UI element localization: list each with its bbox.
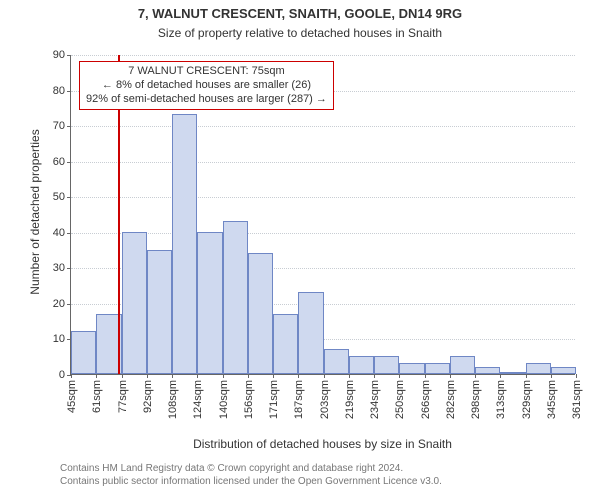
y-tick-label: 40	[53, 227, 71, 239]
x-tick-mark	[273, 374, 274, 378]
x-tick-label: 266sqm	[418, 380, 432, 419]
histogram-bar	[399, 363, 424, 374]
histogram-bar	[374, 356, 399, 374]
footnote-line-1: Contains HM Land Registry data © Crown c…	[60, 463, 590, 476]
grid-line	[71, 55, 575, 56]
x-tick-mark	[172, 374, 173, 378]
x-tick-mark	[298, 374, 299, 378]
annotation-line-2: ← 8% of detached houses are smaller (26)	[86, 79, 327, 93]
annotation-box: 7 WALNUT CRESCENT: 75sqm← 8% of detached…	[79, 61, 334, 110]
y-tick-label: 80	[53, 85, 71, 97]
annotation-line-3: 92% of semi-detached houses are larger (…	[86, 93, 327, 107]
x-tick-label: 203sqm	[317, 380, 331, 419]
chart-subtitle: Size of property relative to detached ho…	[0, 26, 600, 40]
x-tick-label: 345sqm	[544, 380, 558, 419]
x-tick-mark	[475, 374, 476, 378]
x-tick-label: 92sqm	[140, 380, 154, 413]
x-tick-label: 234sqm	[367, 380, 381, 419]
y-tick-label: 50	[53, 191, 71, 203]
histogram-bar	[223, 221, 248, 374]
x-tick-mark	[425, 374, 426, 378]
x-tick-label: 282sqm	[443, 380, 457, 419]
x-tick-mark	[122, 374, 123, 378]
y-tick-label: 20	[53, 298, 71, 310]
histogram-bar	[324, 349, 349, 374]
x-tick-label: 156sqm	[241, 380, 255, 419]
x-tick-mark	[551, 374, 552, 378]
grid-line	[71, 126, 575, 127]
histogram-bar	[147, 250, 172, 374]
x-tick-mark	[576, 374, 577, 378]
y-tick-label: 30	[53, 262, 71, 274]
x-tick-mark	[147, 374, 148, 378]
x-tick-mark	[349, 374, 350, 378]
x-tick-label: 250sqm	[392, 380, 406, 419]
x-tick-mark	[399, 374, 400, 378]
y-tick-label: 90	[53, 49, 71, 61]
x-tick-label: 361sqm	[569, 380, 583, 419]
x-tick-mark	[248, 374, 249, 378]
x-tick-mark	[197, 374, 198, 378]
y-axis-title: Number of detached properties	[28, 112, 42, 312]
x-axis-title: Distribution of detached houses by size …	[70, 437, 575, 451]
x-tick-mark	[500, 374, 501, 378]
histogram-bar	[248, 253, 273, 374]
x-tick-mark	[71, 374, 72, 378]
x-tick-label: 219sqm	[342, 380, 356, 419]
chart-plot-area: 010203040506070809045sqm61sqm77sqm92sqm1…	[70, 55, 575, 375]
grid-line	[71, 162, 575, 163]
histogram-bar	[425, 363, 450, 374]
histogram-bar	[526, 363, 551, 374]
histogram-bar	[122, 232, 147, 374]
x-tick-label: 329sqm	[519, 380, 533, 419]
histogram-bar	[197, 232, 222, 374]
histogram-bar	[71, 331, 96, 374]
x-tick-label: 108sqm	[165, 380, 179, 419]
histogram-bar	[475, 367, 500, 374]
x-tick-mark	[324, 374, 325, 378]
x-tick-label: 61sqm	[89, 380, 103, 413]
x-tick-mark	[526, 374, 527, 378]
plot-region: 010203040506070809045sqm61sqm77sqm92sqm1…	[70, 55, 575, 375]
histogram-bar	[450, 356, 475, 374]
x-tick-mark	[223, 374, 224, 378]
x-tick-mark	[96, 374, 97, 378]
x-tick-label: 77sqm	[115, 380, 129, 413]
histogram-bar	[298, 292, 323, 374]
x-tick-mark	[450, 374, 451, 378]
y-tick-label: 60	[53, 156, 71, 168]
grid-line	[71, 197, 575, 198]
chart-title: 7, WALNUT CRESCENT, SNAITH, GOOLE, DN14 …	[0, 6, 600, 21]
x-tick-mark	[374, 374, 375, 378]
histogram-bar	[273, 314, 298, 374]
histogram-bar	[349, 356, 374, 374]
footnote: Contains HM Land Registry data © Crown c…	[60, 463, 590, 488]
histogram-bar	[172, 114, 197, 374]
y-tick-label: 70	[53, 120, 71, 132]
x-tick-label: 171sqm	[266, 380, 280, 419]
y-tick-label: 10	[53, 333, 71, 345]
x-tick-label: 140sqm	[216, 380, 230, 419]
x-tick-label: 124sqm	[190, 380, 204, 419]
histogram-bar	[500, 372, 525, 374]
x-tick-label: 45sqm	[64, 380, 78, 413]
x-tick-label: 313sqm	[493, 380, 507, 419]
annotation-line-1: 7 WALNUT CRESCENT: 75sqm	[86, 65, 327, 79]
x-tick-label: 298sqm	[468, 380, 482, 419]
x-tick-label: 187sqm	[291, 380, 305, 419]
footnote-line-2: Contains public sector information licen…	[60, 476, 590, 489]
chart-container: { "title": "7, WALNUT CRESCENT, SNAITH, …	[0, 0, 600, 500]
histogram-bar	[551, 367, 576, 374]
